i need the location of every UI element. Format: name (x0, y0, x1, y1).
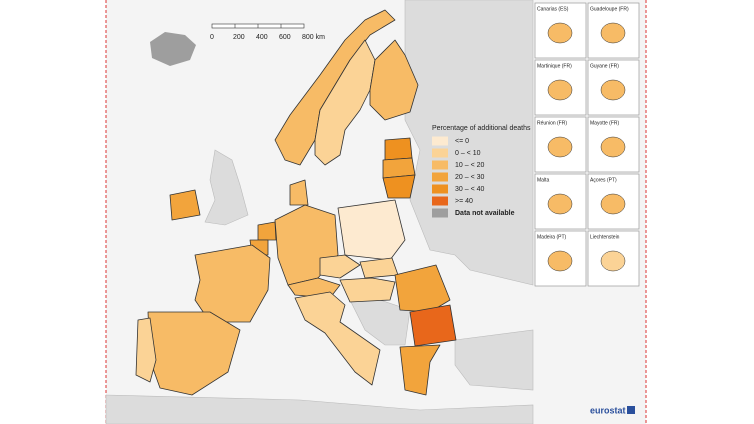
legend-label: 0 – < 10 (455, 150, 481, 157)
scale-bar: 0 200 400 600 800 km (210, 23, 325, 41)
inset-label: Liechtenstein (590, 234, 620, 240)
inset-land (547, 250, 573, 272)
inset-land (600, 193, 626, 215)
inset-land (547, 193, 573, 215)
legend-label: Data not available (455, 210, 515, 217)
inset-land (600, 22, 626, 44)
inset-land (600, 250, 626, 272)
inset-label: Madeira (PT) (537, 234, 567, 240)
inset-land (547, 136, 573, 158)
legend-title: Percentage of additional deaths (432, 125, 531, 132)
inset-label: Canarias (ES) (537, 6, 569, 12)
inset-label: Açores (PT) (590, 177, 617, 183)
legend-swatch (432, 136, 448, 146)
legend-swatch (432, 148, 448, 158)
legend-swatch (432, 172, 448, 182)
legend-label: >= 40 (455, 198, 473, 205)
scale-label: 400 (256, 34, 268, 41)
legend-swatch (432, 208, 448, 218)
logo: eurostat (590, 405, 626, 415)
legend-swatch (432, 196, 448, 206)
inset-label: Malta (537, 177, 549, 183)
inset-label: Martinique (FR) (537, 63, 572, 69)
inset-label: Guyane (FR) (590, 63, 619, 69)
legend-label: 30 – < 40 (455, 186, 484, 193)
countries (135, 9, 457, 396)
legend-label: <= 0 (455, 138, 469, 145)
inset-land (600, 79, 626, 101)
inset-label: Réunion (FR) (537, 120, 567, 126)
inset-land (600, 136, 626, 158)
inset-land (547, 79, 573, 101)
legend: Percentage of additional deaths <= 0 0 – … (432, 125, 531, 218)
scale-label: 200 (233, 34, 245, 41)
legend-swatch (432, 160, 448, 170)
logo-flag (627, 406, 635, 414)
inset-label: Guadeloupe (FR) (590, 6, 629, 12)
inset-land (547, 22, 573, 44)
inset-label: Mayotte (FR) (590, 120, 620, 126)
legend-label: 20 – < 30 (455, 174, 484, 181)
scale-label: 800 km (302, 34, 325, 41)
legend-label: 10 – < 20 (455, 162, 484, 169)
scale-label: 600 (279, 34, 291, 41)
insets: Canarias (ES) Guadeloupe (FR) Martinique (… (534, 2, 640, 287)
scale-label: 0 (210, 34, 214, 41)
legend-swatch (432, 184, 448, 194)
